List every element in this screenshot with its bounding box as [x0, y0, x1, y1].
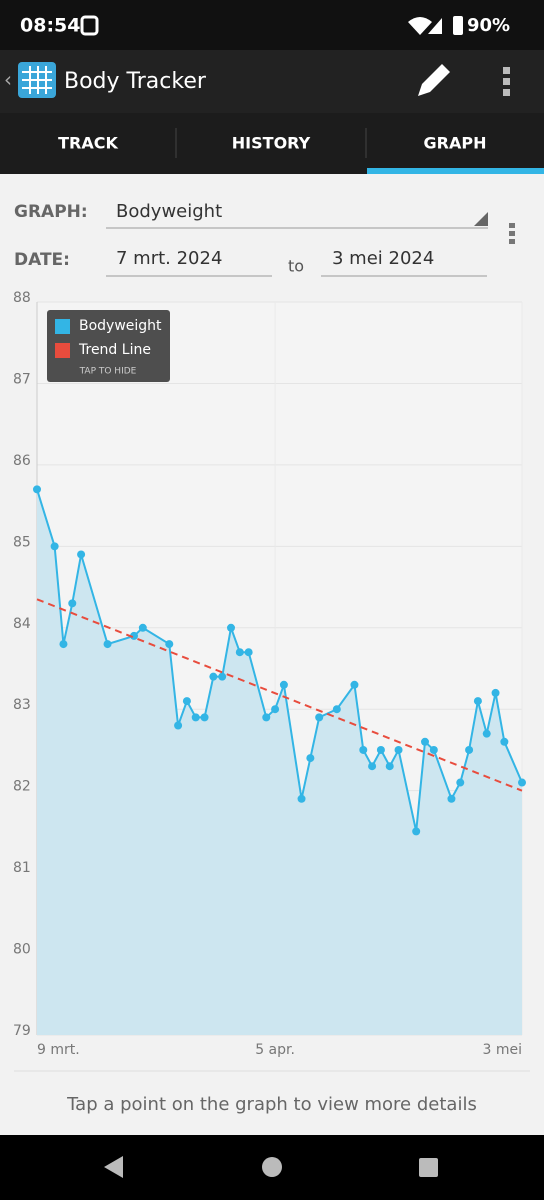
nav-recents[interactable] [419, 1158, 438, 1177]
y-tick-label: 80 [13, 942, 31, 958]
legend-label: Bodyweight [79, 318, 162, 334]
x-tick-label: 5 apr. [255, 1042, 295, 1058]
point [421, 737, 429, 746]
point [518, 778, 526, 787]
app-bar [0, 50, 544, 113]
tab-indicator [367, 168, 544, 174]
legend-swatch [55, 343, 70, 358]
point [368, 762, 377, 771]
point [218, 672, 227, 681]
chart[interactable]: 79 80 81 82 83 84 85 86 87 88 9 mrt. 5 apr. 3 mei Bod… [13, 290, 526, 1058]
y-tick-label: 85 [13, 534, 31, 550]
point [174, 721, 183, 730]
nav-home[interactable] [262, 1157, 282, 1177]
tab[interactable]: TRACK [58, 134, 118, 153]
point [456, 778, 465, 787]
battery-level: 90% [467, 15, 510, 36]
y-tick-label: 88 [13, 290, 31, 306]
point [279, 680, 288, 689]
point [482, 729, 491, 738]
point [235, 648, 244, 657]
date-separator: to [288, 257, 304, 276]
tab[interactable]: HISTORY [232, 134, 311, 153]
y-tick-label: 81 [13, 860, 31, 876]
point [103, 640, 112, 649]
point [394, 745, 403, 754]
y-tick-label: 87 [13, 371, 31, 387]
point [315, 713, 324, 722]
y-tick-label: 86 [13, 453, 31, 469]
point [191, 713, 200, 722]
legend-label: Trend Line [78, 342, 151, 358]
y-tick-label: 84 [13, 616, 31, 632]
point [350, 680, 359, 689]
x-tick-label: 9 mrt. [37, 1042, 80, 1058]
point [447, 794, 456, 803]
tab[interactable]: GRAPH [424, 134, 487, 153]
app-icon-grid [22, 66, 52, 94]
point [50, 542, 59, 551]
date-from[interactable]: 7 mrt. 2024 [116, 248, 222, 269]
point [297, 794, 306, 803]
select-arrow [474, 212, 488, 226]
graph-label: GRAPH: [14, 202, 88, 222]
trend-line [36, 598, 523, 792]
point [59, 640, 68, 649]
graph-select[interactable]: Bodyweight [116, 201, 222, 222]
point [68, 599, 77, 608]
point [429, 745, 438, 754]
point [244, 648, 253, 657]
point [182, 697, 191, 706]
point [465, 745, 474, 754]
x-tick-label: 3 mei [483, 1042, 523, 1058]
legend-swatch [55, 319, 70, 334]
point [385, 762, 394, 771]
point [306, 754, 315, 763]
wifi-icon [408, 17, 432, 35]
point [130, 631, 138, 640]
point [33, 485, 41, 494]
area [37, 489, 522, 1035]
point [491, 688, 500, 697]
overflow-menu[interactable] [503, 67, 510, 96]
legend-note: TAP TO HIDE [79, 367, 137, 377]
point [77, 550, 86, 559]
form-menu[interactable] [509, 223, 515, 244]
point [376, 745, 385, 754]
battery-icon [453, 16, 463, 35]
point [473, 697, 482, 706]
point [332, 705, 341, 714]
point [200, 713, 209, 722]
point [209, 672, 218, 681]
y-tick-label: 82 [13, 779, 31, 795]
legend-box [47, 310, 170, 382]
nav-back[interactable] [104, 1156, 123, 1178]
edit-button[interactable] [418, 64, 450, 96]
y-tick-label: 83 [13, 697, 31, 713]
y-tick-label: 79 [13, 1023, 31, 1039]
point [262, 713, 271, 722]
app-title: Body Tracker [64, 69, 207, 94]
date-label: DATE: [14, 250, 70, 270]
point [165, 640, 174, 649]
point [500, 737, 509, 746]
signal-icon [428, 18, 442, 34]
point [412, 827, 421, 836]
legend[interactable]: Bodyweight Trend Line TAP TO HIDE [47, 310, 170, 382]
footer-hint: Tap a point on the graph to view more de… [66, 1094, 477, 1115]
point [227, 623, 235, 632]
point [359, 745, 368, 754]
point [138, 623, 147, 632]
point [271, 705, 280, 714]
status-icon [80, 15, 99, 36]
date-to[interactable]: 3 mei 2024 [332, 248, 434, 269]
back-arrow[interactable]: ‹ [4, 68, 12, 92]
status-time: 08:54 [20, 15, 80, 37]
tab-bar [0, 113, 544, 174]
